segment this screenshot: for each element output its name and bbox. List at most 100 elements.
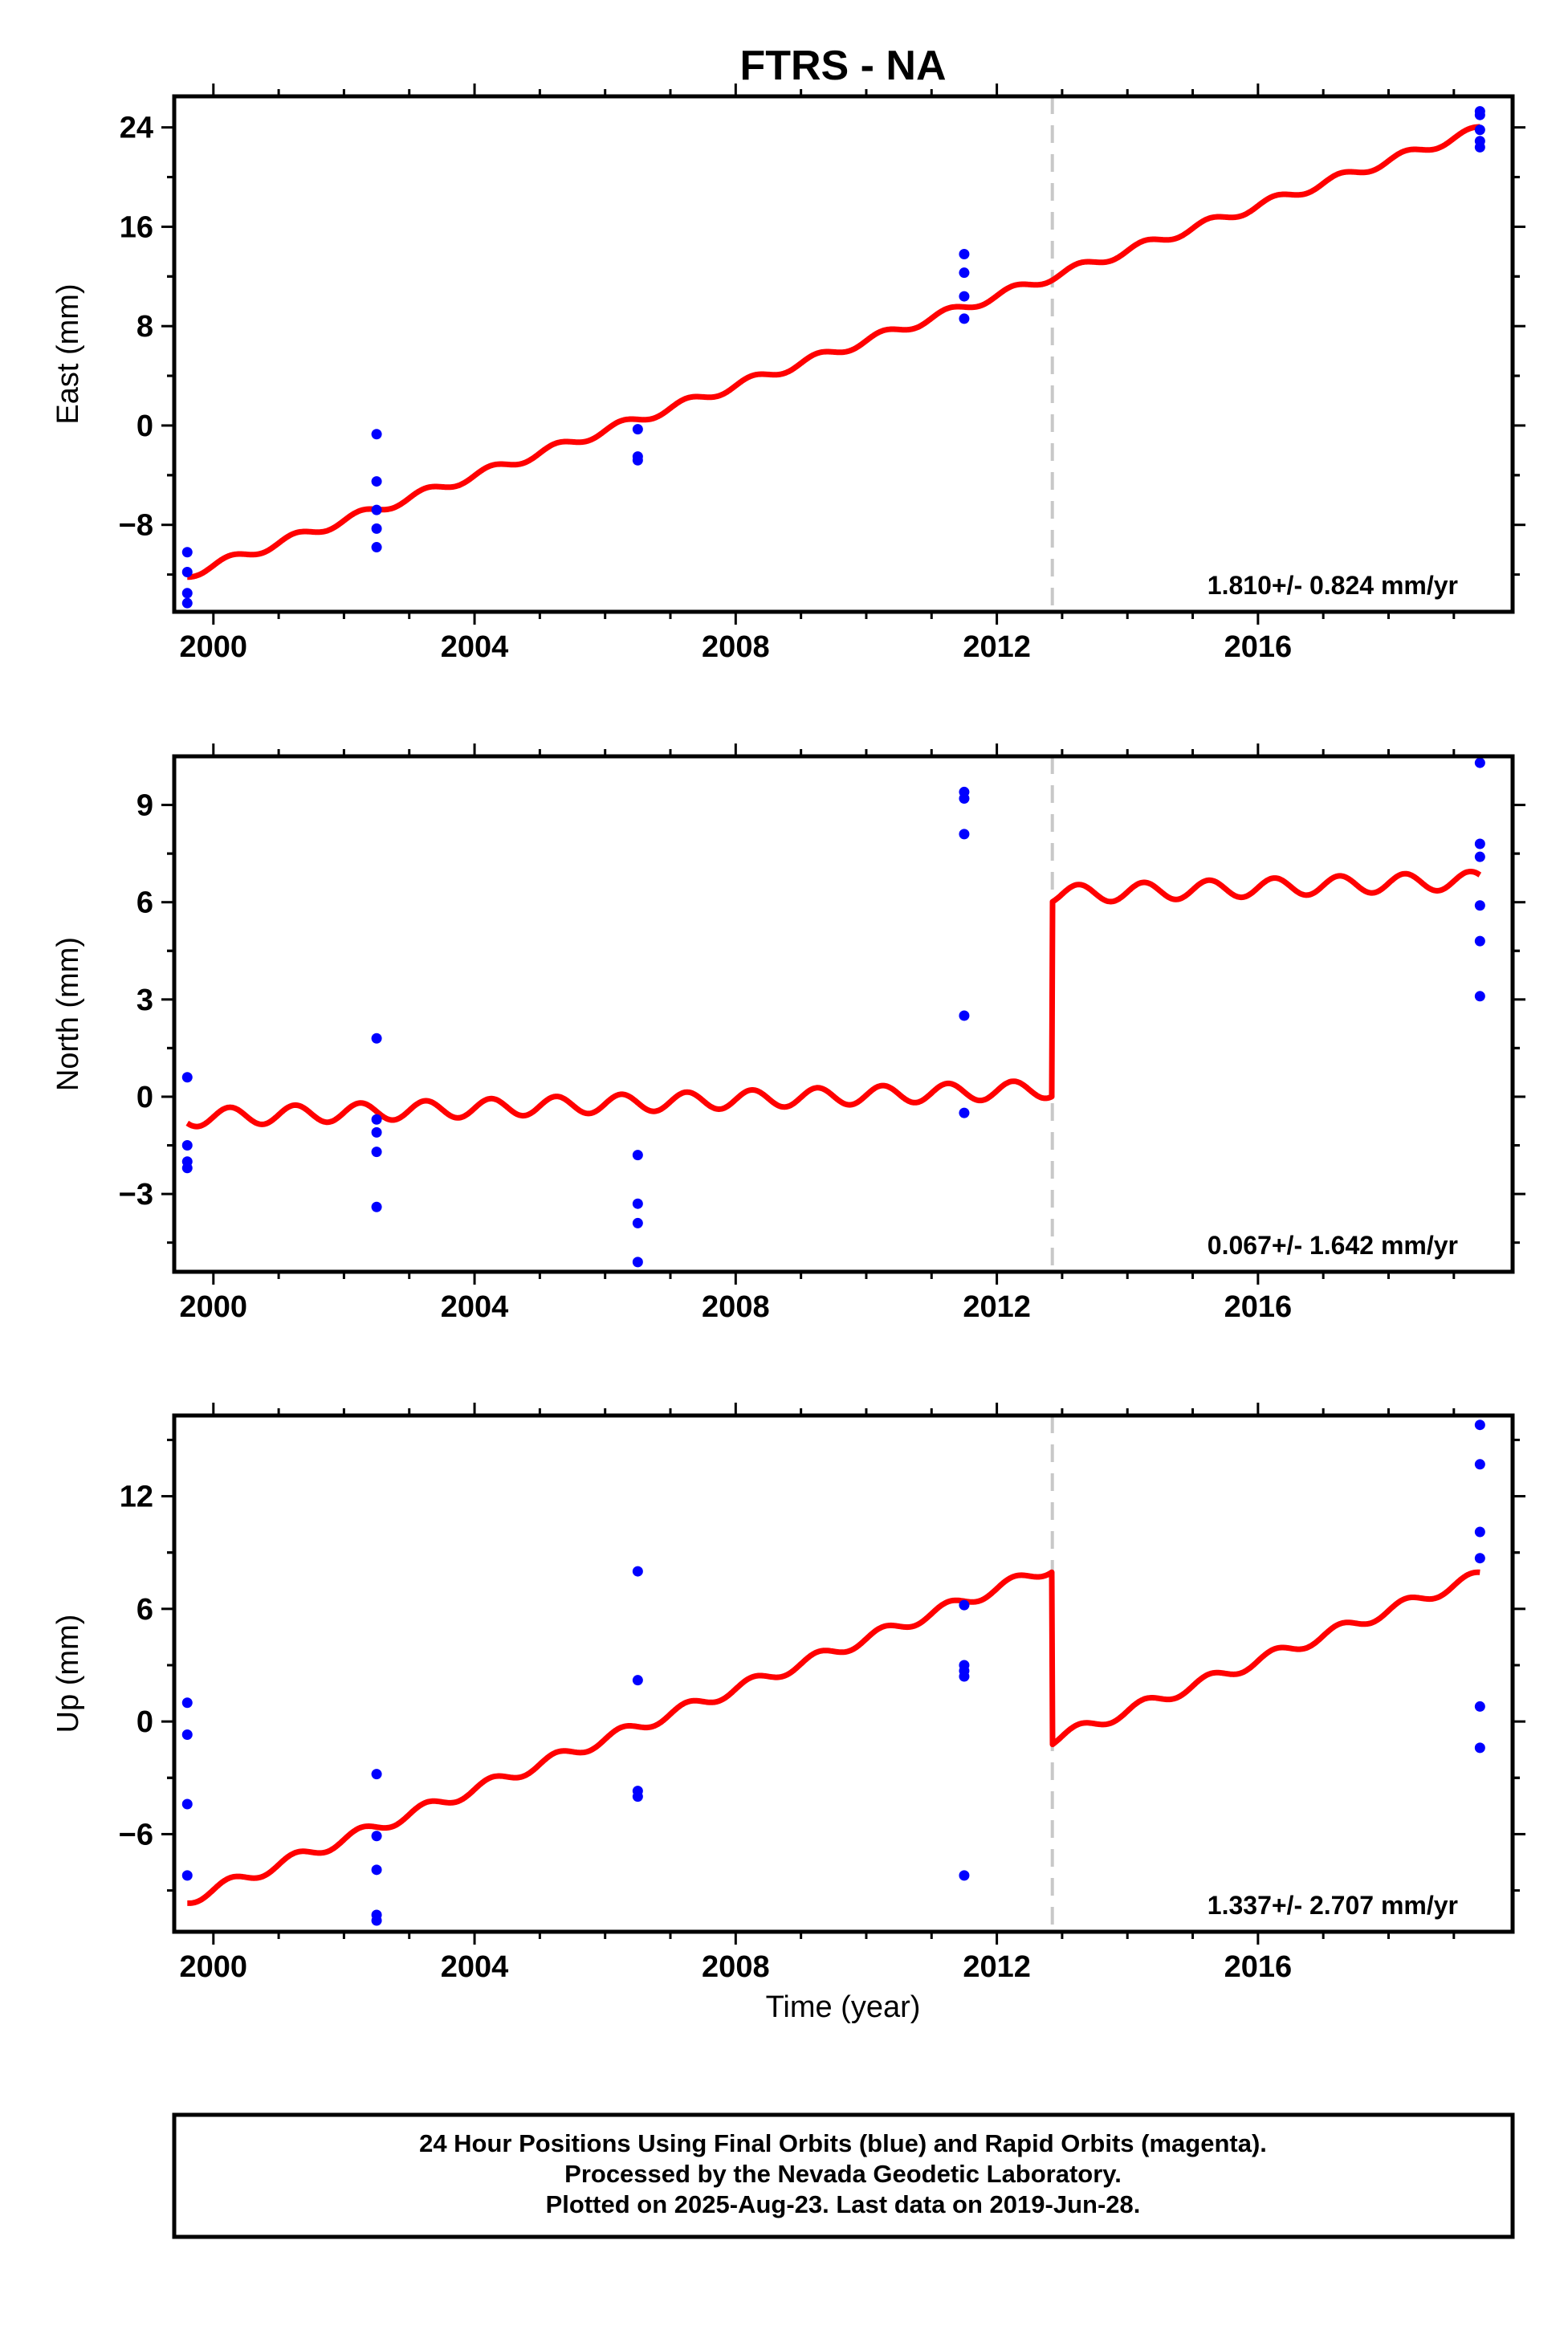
- final-orbit-point: [632, 1150, 643, 1161]
- y-axis-label: North (mm): [51, 937, 85, 1091]
- final-orbit-point: [181, 1798, 193, 1810]
- final-orbit-point: [1474, 757, 1485, 768]
- y-tick-label: 8: [136, 310, 153, 344]
- y-tick-label: 12: [120, 1481, 153, 1514]
- final-orbit-point: [1474, 124, 1485, 136]
- final-orbit-point: [1474, 991, 1485, 1002]
- final-orbit-point: [632, 1791, 643, 1802]
- final-orbit-point: [181, 1140, 193, 1151]
- x-tick-label: 2008: [702, 630, 770, 664]
- y-axis-label: East (mm): [51, 283, 85, 424]
- final-orbit-point: [371, 1769, 382, 1780]
- final-orbit-point: [181, 1729, 193, 1740]
- rate-label: 1.810+/- 0.824 mm/yr: [1208, 571, 1458, 600]
- plot-frame: [172, 754, 1515, 1274]
- y-tick-label: 6: [136, 1593, 153, 1627]
- final-orbit-point: [371, 1033, 382, 1044]
- y-tick-label: −8: [119, 509, 153, 543]
- x-tick-label: 2004: [441, 1950, 509, 1984]
- final-orbit-point: [371, 429, 382, 440]
- final-orbit-point: [371, 1147, 382, 1158]
- final-orbit-point: [1474, 1420, 1485, 1431]
- footer-line-3: Plotted on 2025-Aug-23. Last data on 201…: [546, 2190, 1141, 2218]
- final-orbit-point: [959, 267, 970, 279]
- x-tick-label: 2000: [180, 630, 248, 664]
- final-orbit-point: [1474, 851, 1485, 862]
- final-orbit-point: [959, 1870, 970, 1881]
- final-orbit-point: [1474, 1742, 1485, 1754]
- final-orbit-point: [959, 291, 970, 302]
- y-axis-label: Up (mm): [51, 1615, 85, 1733]
- final-orbit-point: [1474, 1526, 1485, 1538]
- y-tick-label: 0: [136, 409, 153, 443]
- final-orbit-point: [1474, 141, 1485, 153]
- model-curve: [185, 1569, 1482, 1906]
- plot-frame: [172, 94, 1515, 614]
- final-orbit-point: [632, 1675, 643, 1686]
- x-tick-label: 2004: [441, 1290, 509, 1324]
- y-tick-label: −6: [119, 1818, 153, 1851]
- final-orbit-point: [632, 424, 643, 435]
- final-orbit-point: [371, 1126, 382, 1138]
- x-tick-label: 2012: [963, 1290, 1031, 1324]
- final-orbit-point: [181, 1870, 193, 1881]
- final-orbit-point: [959, 1671, 970, 1682]
- final-orbit-point: [959, 1010, 970, 1021]
- rate-label: 0.067+/- 1.642 mm/yr: [1208, 1231, 1458, 1260]
- final-orbit-point: [371, 1201, 382, 1212]
- y-tick-label: 0: [136, 1081, 153, 1114]
- x-tick-label: 2016: [1224, 630, 1293, 664]
- final-orbit-point: [632, 454, 643, 466]
- footer-box: [172, 2112, 1515, 2239]
- y-tick-label: 9: [136, 789, 153, 823]
- y-tick-label: 0: [136, 1705, 153, 1739]
- plot-title: FTRS - NA: [739, 43, 946, 89]
- final-orbit-point: [632, 1566, 643, 1577]
- final-orbit-point: [1474, 1459, 1485, 1470]
- final-orbit-point: [181, 1697, 193, 1709]
- y-tick-label: 6: [136, 886, 153, 920]
- final-orbit-point: [371, 1915, 382, 1926]
- final-orbit-point: [181, 1072, 193, 1083]
- final-orbit-point: [371, 542, 382, 553]
- final-orbit-point: [959, 829, 970, 840]
- final-orbit-point: [632, 1198, 643, 1209]
- x-tick-label: 2016: [1224, 1950, 1293, 1984]
- final-orbit-point: [959, 792, 970, 804]
- x-tick-label: 2012: [963, 1950, 1031, 1984]
- x-tick-label: 2004: [441, 630, 509, 664]
- y-tick-label: −3: [119, 1178, 153, 1212]
- final-orbit-point: [371, 1114, 382, 1125]
- y-tick-label: 16: [120, 210, 153, 244]
- final-orbit-point: [1474, 935, 1485, 947]
- x-tick-label: 2016: [1224, 1290, 1293, 1324]
- final-orbit-point: [632, 1217, 643, 1228]
- y-tick-label: 24: [120, 112, 153, 145]
- final-orbit-point: [1474, 1701, 1485, 1712]
- final-orbit-point: [371, 504, 382, 515]
- panel-3: 2000 2004 2008 2012 2016 −6 0 6 12 Up (mm) 1.337+/…: [51, 1403, 1525, 1984]
- panel-2: 2000 2004 2008 2012 2016 −3 0 3 6 9 North (mm) 0.06…: [51, 743, 1525, 1324]
- x-tick-label: 2008: [702, 1950, 770, 1984]
- footer-line-1: 24 Hour Positions Using Final Orbits (bl…: [419, 2129, 1267, 2157]
- final-orbit-point: [371, 1831, 382, 1842]
- panel-1: 2000 2004 2008 2012 2016 −8 0 8 16 24 East (mm) 1.8…: [51, 84, 1525, 664]
- x-tick-label: 2008: [702, 1290, 770, 1324]
- final-orbit-point: [959, 1599, 970, 1611]
- final-orbit-point: [181, 566, 193, 577]
- final-orbit-point: [371, 523, 382, 534]
- x-tick-label: 2012: [963, 630, 1031, 664]
- final-orbit-point: [1474, 1553, 1485, 1564]
- model-curve: [185, 124, 1482, 580]
- final-orbit-point: [181, 547, 193, 558]
- final-orbit-point: [371, 476, 382, 487]
- x-axis-label: Time (year): [766, 1990, 921, 2024]
- footer-line-2: Processed by the Nevada Geodetic Laborat…: [564, 2160, 1122, 2188]
- final-orbit-point: [959, 1107, 970, 1118]
- final-orbit-point: [181, 1163, 193, 1174]
- final-orbit-point: [1474, 900, 1485, 911]
- final-orbit-point: [371, 1864, 382, 1876]
- final-orbit-point: [632, 1257, 643, 1268]
- final-orbit-point: [181, 588, 193, 599]
